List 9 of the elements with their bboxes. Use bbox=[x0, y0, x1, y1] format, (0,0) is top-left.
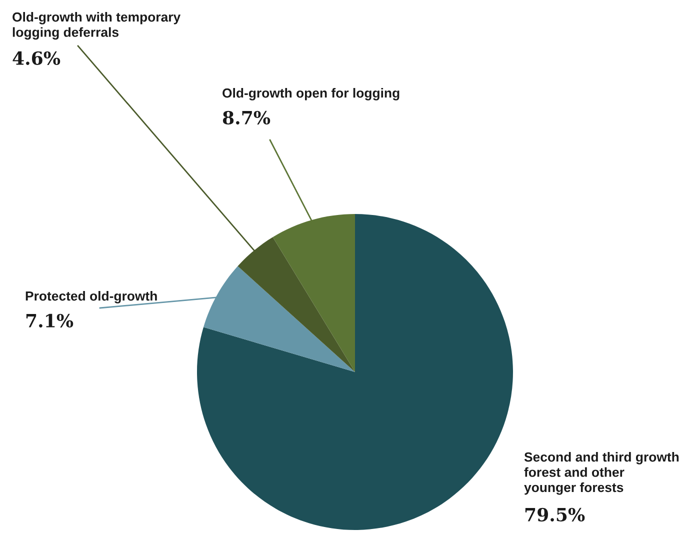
slice-label: Old-growth open for logging bbox=[222, 88, 400, 100]
pie-slice bbox=[197, 214, 513, 530]
data-label: 79.5% bbox=[525, 508, 585, 522]
data-label: 8.7% bbox=[222, 110, 270, 124]
slice-label: Old-growth with temporary logging deferrals bbox=[12, 12, 181, 40]
data-label: 7.1% bbox=[26, 314, 74, 328]
slice-label: Second and third growth forest and other younger forests bbox=[524, 452, 679, 495]
slice-label: Protected old-growth bbox=[26, 291, 157, 304]
data-label: 4.6% bbox=[12, 51, 60, 65]
